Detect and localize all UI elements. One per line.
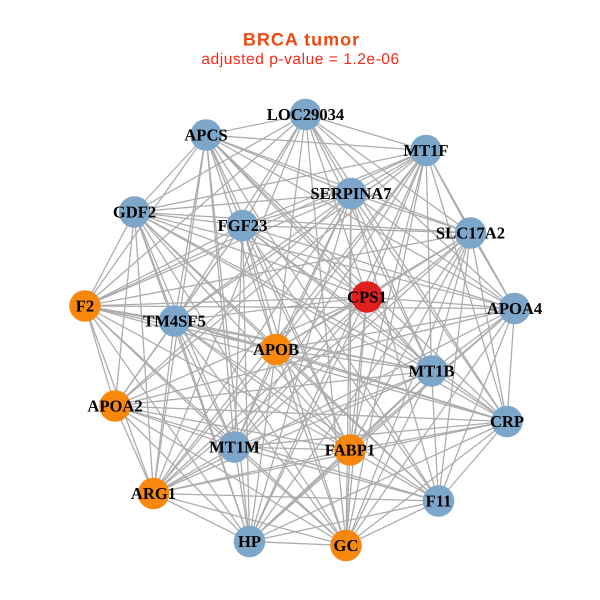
- svg-text:APOA4: APOA4: [487, 299, 542, 318]
- svg-text:F11: F11: [426, 491, 452, 510]
- svg-text:GC: GC: [334, 536, 359, 555]
- svg-text:LOC29034: LOC29034: [267, 105, 344, 124]
- svg-text:SLC17A2: SLC17A2: [436, 223, 505, 242]
- svg-text:APOB: APOB: [253, 340, 299, 359]
- svg-text:TM4SF5: TM4SF5: [143, 311, 206, 330]
- svg-text:FABP1: FABP1: [325, 440, 375, 459]
- svg-text:BRCA tumor: BRCA tumor: [243, 29, 360, 49]
- svg-text:MT1B: MT1B: [408, 361, 454, 380]
- svg-text:ARG1: ARG1: [131, 484, 176, 503]
- svg-text:CRP: CRP: [490, 412, 524, 431]
- svg-text:MT1F: MT1F: [403, 141, 448, 160]
- svg-text:adjusted p-value = 1.2e-06: adjusted p-value = 1.2e-06: [201, 51, 399, 68]
- svg-text:APCS: APCS: [184, 125, 227, 144]
- svg-text:FGF23: FGF23: [218, 216, 268, 235]
- svg-text:CPS1: CPS1: [347, 287, 387, 306]
- svg-text:SERPINA7: SERPINA7: [310, 184, 391, 203]
- svg-text:APOA2: APOA2: [87, 396, 142, 415]
- svg-text:HP: HP: [238, 532, 261, 551]
- svg-text:GDF2: GDF2: [113, 202, 156, 221]
- svg-text:F2: F2: [76, 296, 94, 315]
- svg-text:MT1M: MT1M: [209, 437, 260, 456]
